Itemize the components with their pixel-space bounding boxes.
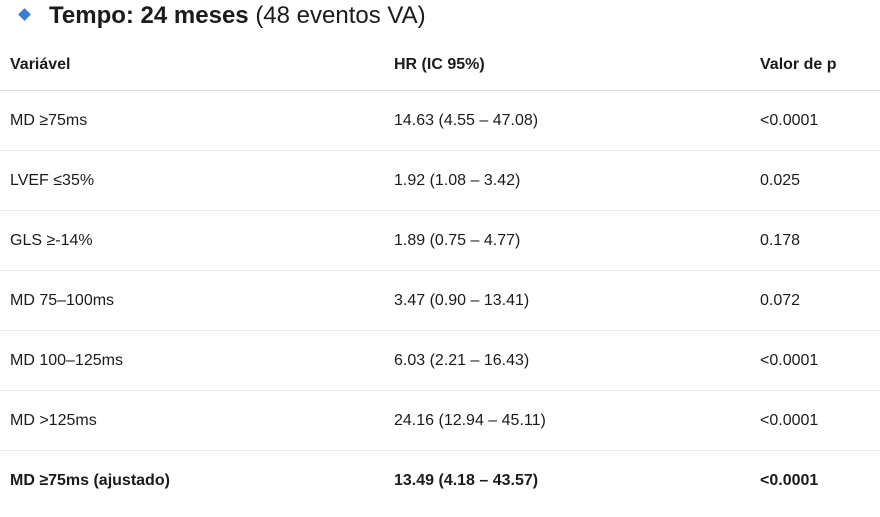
table-row: GLS ≥-14% 1.89 (0.75 – 4.77) 0.178 bbox=[0, 210, 880, 271]
cell-p-value: <0.0001 bbox=[752, 330, 880, 391]
cell-variable: MD ≥75ms (ajustado) bbox=[10, 471, 170, 489]
heading-subtitle: (48 eventos VA) bbox=[255, 2, 426, 29]
cell-p-value: 0.025 bbox=[752, 150, 880, 211]
cell-variable: MD 100–125ms bbox=[0, 330, 386, 391]
cell-hr: 1.92 (1.08 – 3.42) bbox=[386, 150, 752, 211]
cell-variable: MD 75–100ms bbox=[0, 270, 386, 331]
section-heading: Tempo: 24 meses (48 eventos VA) bbox=[18, 0, 426, 32]
cell-hr: 6.03 (2.21 – 16.43) bbox=[386, 330, 752, 391]
cell-hr: 14.63 (4.55 – 47.08) bbox=[386, 90, 752, 151]
cell-p-value: <0.0001 bbox=[752, 90, 880, 151]
cell-variable: GLS ≥-14% bbox=[0, 210, 386, 271]
cell-hr: 24.16 (12.94 – 45.11) bbox=[386, 390, 752, 451]
table-row-adjusted: MD ≥75ms (ajustado) 13.49 (4.18 – 43.57)… bbox=[0, 451, 880, 511]
cell-p-value: <0.0001 bbox=[760, 471, 819, 489]
cell-hr: 1.89 (0.75 – 4.77) bbox=[386, 210, 752, 271]
table-header-row: Variável HR (IC 95%) Valor de p bbox=[0, 40, 880, 91]
table-row: MD >125ms 24.16 (12.94 – 45.11) <0.0001 bbox=[0, 390, 880, 451]
heading-title: Tempo: 24 meses bbox=[49, 2, 249, 29]
table-row: LVEF ≤35% 1.92 (1.08 – 3.42) 0.025 bbox=[0, 150, 880, 211]
cell-hr: 13.49 (4.18 – 43.57) bbox=[394, 471, 539, 489]
cell-p-value: <0.0001 bbox=[752, 390, 880, 451]
cell-variable: LVEF ≤35% bbox=[0, 150, 386, 211]
cell-p-value: 0.072 bbox=[752, 270, 880, 331]
cell-variable: MD >125ms bbox=[0, 390, 386, 451]
table-row: MD 100–125ms 6.03 (2.21 – 16.43) <0.0001 bbox=[0, 330, 880, 391]
cell-variable: MD ≥75ms bbox=[0, 90, 386, 151]
table-row: MD ≥75ms 14.63 (4.55 – 47.08) <0.0001 bbox=[0, 90, 880, 151]
diamond-icon bbox=[18, 7, 31, 21]
table-row: MD 75–100ms 3.47 (0.90 – 13.41) 0.072 bbox=[0, 270, 880, 331]
header-p-value: Valor de p bbox=[752, 40, 880, 91]
header-hr: HR (IC 95%) bbox=[386, 40, 752, 91]
header-variable: Variável bbox=[0, 40, 386, 91]
cell-p-value: 0.178 bbox=[752, 210, 880, 271]
cell-hr: 3.47 (0.90 – 13.41) bbox=[386, 270, 752, 331]
results-table: Variável HR (IC 95%) Valor de p MD ≥75ms… bbox=[0, 40, 880, 510]
